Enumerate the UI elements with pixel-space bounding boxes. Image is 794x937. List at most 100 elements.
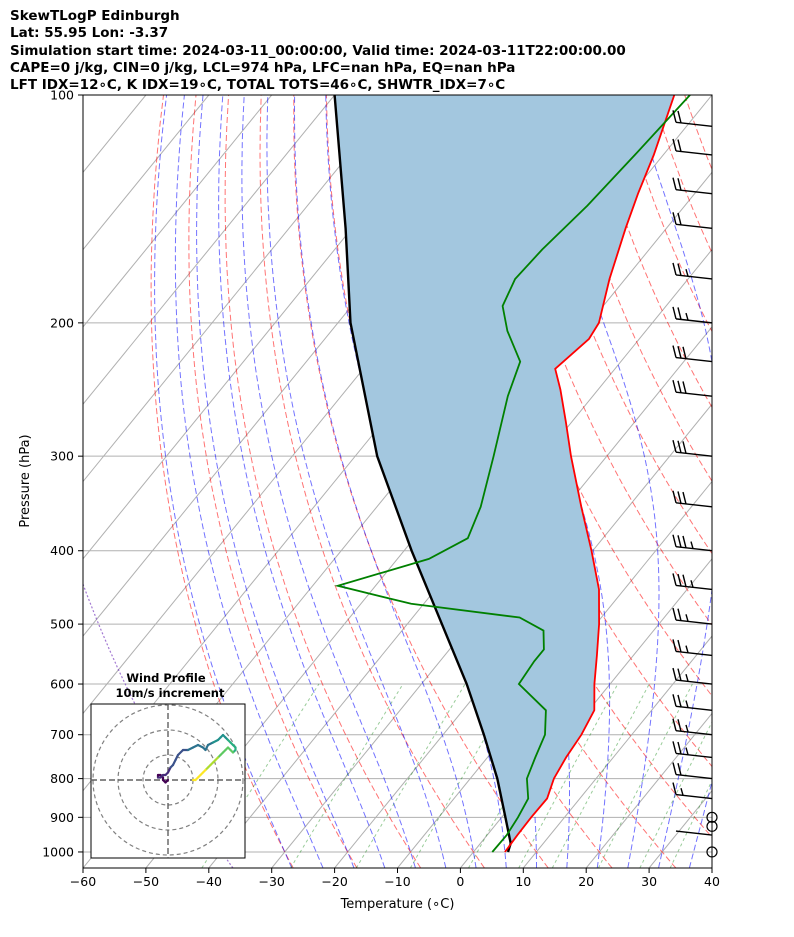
wind-barb-flag [682,346,687,359]
wind-barb-staff [675,730,713,736]
x-tick-label: 10 [515,874,531,889]
wind-barb-flag [677,535,682,548]
mixing-ratio-line [551,683,650,868]
x-tick-label: −10 [384,874,410,889]
moist-adiabat [218,95,386,868]
isotherm-50 [775,95,794,868]
wind-barb-flag [672,694,677,707]
wind-barb-staff [675,121,713,128]
wind-barb-flag [682,574,687,587]
wind-barb-half-flag [685,747,689,755]
hodograph-segment [176,748,185,757]
moist-adiabat [154,95,293,868]
y-tick-label: 1000 [42,844,74,859]
isotherm--110 [83,95,398,483]
wind-barb-half-flag [690,541,694,549]
title-indices-2: LFT IDX=12∘C, K IDX=19∘C, TOTAL TOTS=46∘… [10,77,506,94]
wind-barb-half-flag [685,268,689,277]
y-tick-label: 200 [50,315,74,330]
wind-barb-flag [677,719,682,732]
x-tick-label: −40 [196,874,222,889]
moist-adiabat [720,95,794,868]
y-tick-label: 800 [50,771,74,786]
wind-barb-half-flag [685,312,689,321]
wind-barb-flag [677,263,682,276]
wind-barb-flag [672,138,677,152]
wind-barb-flag [672,262,677,276]
dewpoint-line [334,95,691,853]
mixing-ratio-line [290,683,404,868]
title-location: Lat: 55.95 Lon: -3.37 [10,25,169,42]
x-tick-label: −20 [321,874,347,889]
isotherm--30 [271,326,712,868]
title-station: SkewTLogP Edinburgh [10,8,180,24]
chart-title-block: SkewTLogP Edinburgh Lat: 55.95 Lon: -3.3… [10,8,626,94]
wind-barb-flag [672,782,677,795]
mixing-ratio-line [518,683,619,868]
wind-barb-staff [675,188,713,195]
wind-barb-flag [672,639,677,652]
wind-barb-staff [675,318,713,324]
wind-barb-flag [672,534,677,547]
wind-barb-half-flag [685,724,689,733]
wind-barb-flag [672,306,677,320]
wind-barb-flag [672,667,677,681]
moist-adiabat [241,95,416,868]
wind-barb-flag [677,741,682,755]
wind-barb-staff [675,391,713,397]
isotherm--160 [83,95,84,96]
wind-barb-staff [675,679,713,685]
moist-adiabat [688,779,712,868]
title-indices-1: CAPE=0 j/kg, CIN=0 j/kg, LCL=974 hPa, LF… [10,59,516,76]
x-tick-label: 40 [704,874,720,889]
wind-barbs [672,110,718,858]
wind-barb-flag [672,762,677,775]
hodograph-title: Wind Profile [126,671,206,685]
temperature-line [504,95,676,853]
wind-barb-flag [672,607,677,621]
mixing-ratio-line [409,683,517,868]
profile-lines [333,95,691,853]
wind-barb-staff [675,793,713,800]
wind-barb-half-flag [680,787,684,796]
y-tick-label: 700 [50,727,74,742]
x-tick-label: 20 [578,874,594,889]
isotherm--130 [83,95,273,328]
wind-barb-flag [677,694,682,708]
wind-barb-staff [675,150,713,156]
dry-adiabat [717,95,794,868]
y-axis-label: Pressure (hPa) [18,434,33,527]
wind-barb-flag [677,380,682,393]
dry-adiabat [224,95,422,868]
wind-barb-flag [672,741,677,754]
wind-barb-flag [677,178,682,191]
wind-barb-flag [672,110,677,123]
dry-adiabat [684,95,712,171]
moist-adiabat [293,95,477,868]
isotherm--140 [83,95,210,251]
wind-barb-flag [677,491,682,504]
parcel-profile-line [333,95,512,853]
dry-adiabat [553,95,712,483]
moist-adiabat [196,95,355,868]
wind-barb-flag [677,573,682,587]
moist-adiabat [266,95,447,868]
wind-barb-half-flag [685,645,689,653]
hodograph-subtitle: 10m/s increment [116,686,225,700]
wind-barb-staff [675,705,713,712]
dry-adiabat [651,95,712,254]
moist-adiabat [174,95,324,868]
isotherm-20 [585,712,712,868]
wind-barb-flag [677,668,682,681]
isotherm-10 [522,635,712,868]
wind-barb-staff [675,830,713,836]
dry-adiabat [619,95,712,333]
wind-barb-flag [672,380,677,393]
wind-barb-staff [675,752,713,759]
x-tick-label: −50 [133,874,159,889]
wind-barb-half-flag [685,674,689,682]
wind-barb-flag [672,439,677,453]
y-tick-label: 900 [50,810,74,825]
wind-barb-flag [677,307,682,320]
